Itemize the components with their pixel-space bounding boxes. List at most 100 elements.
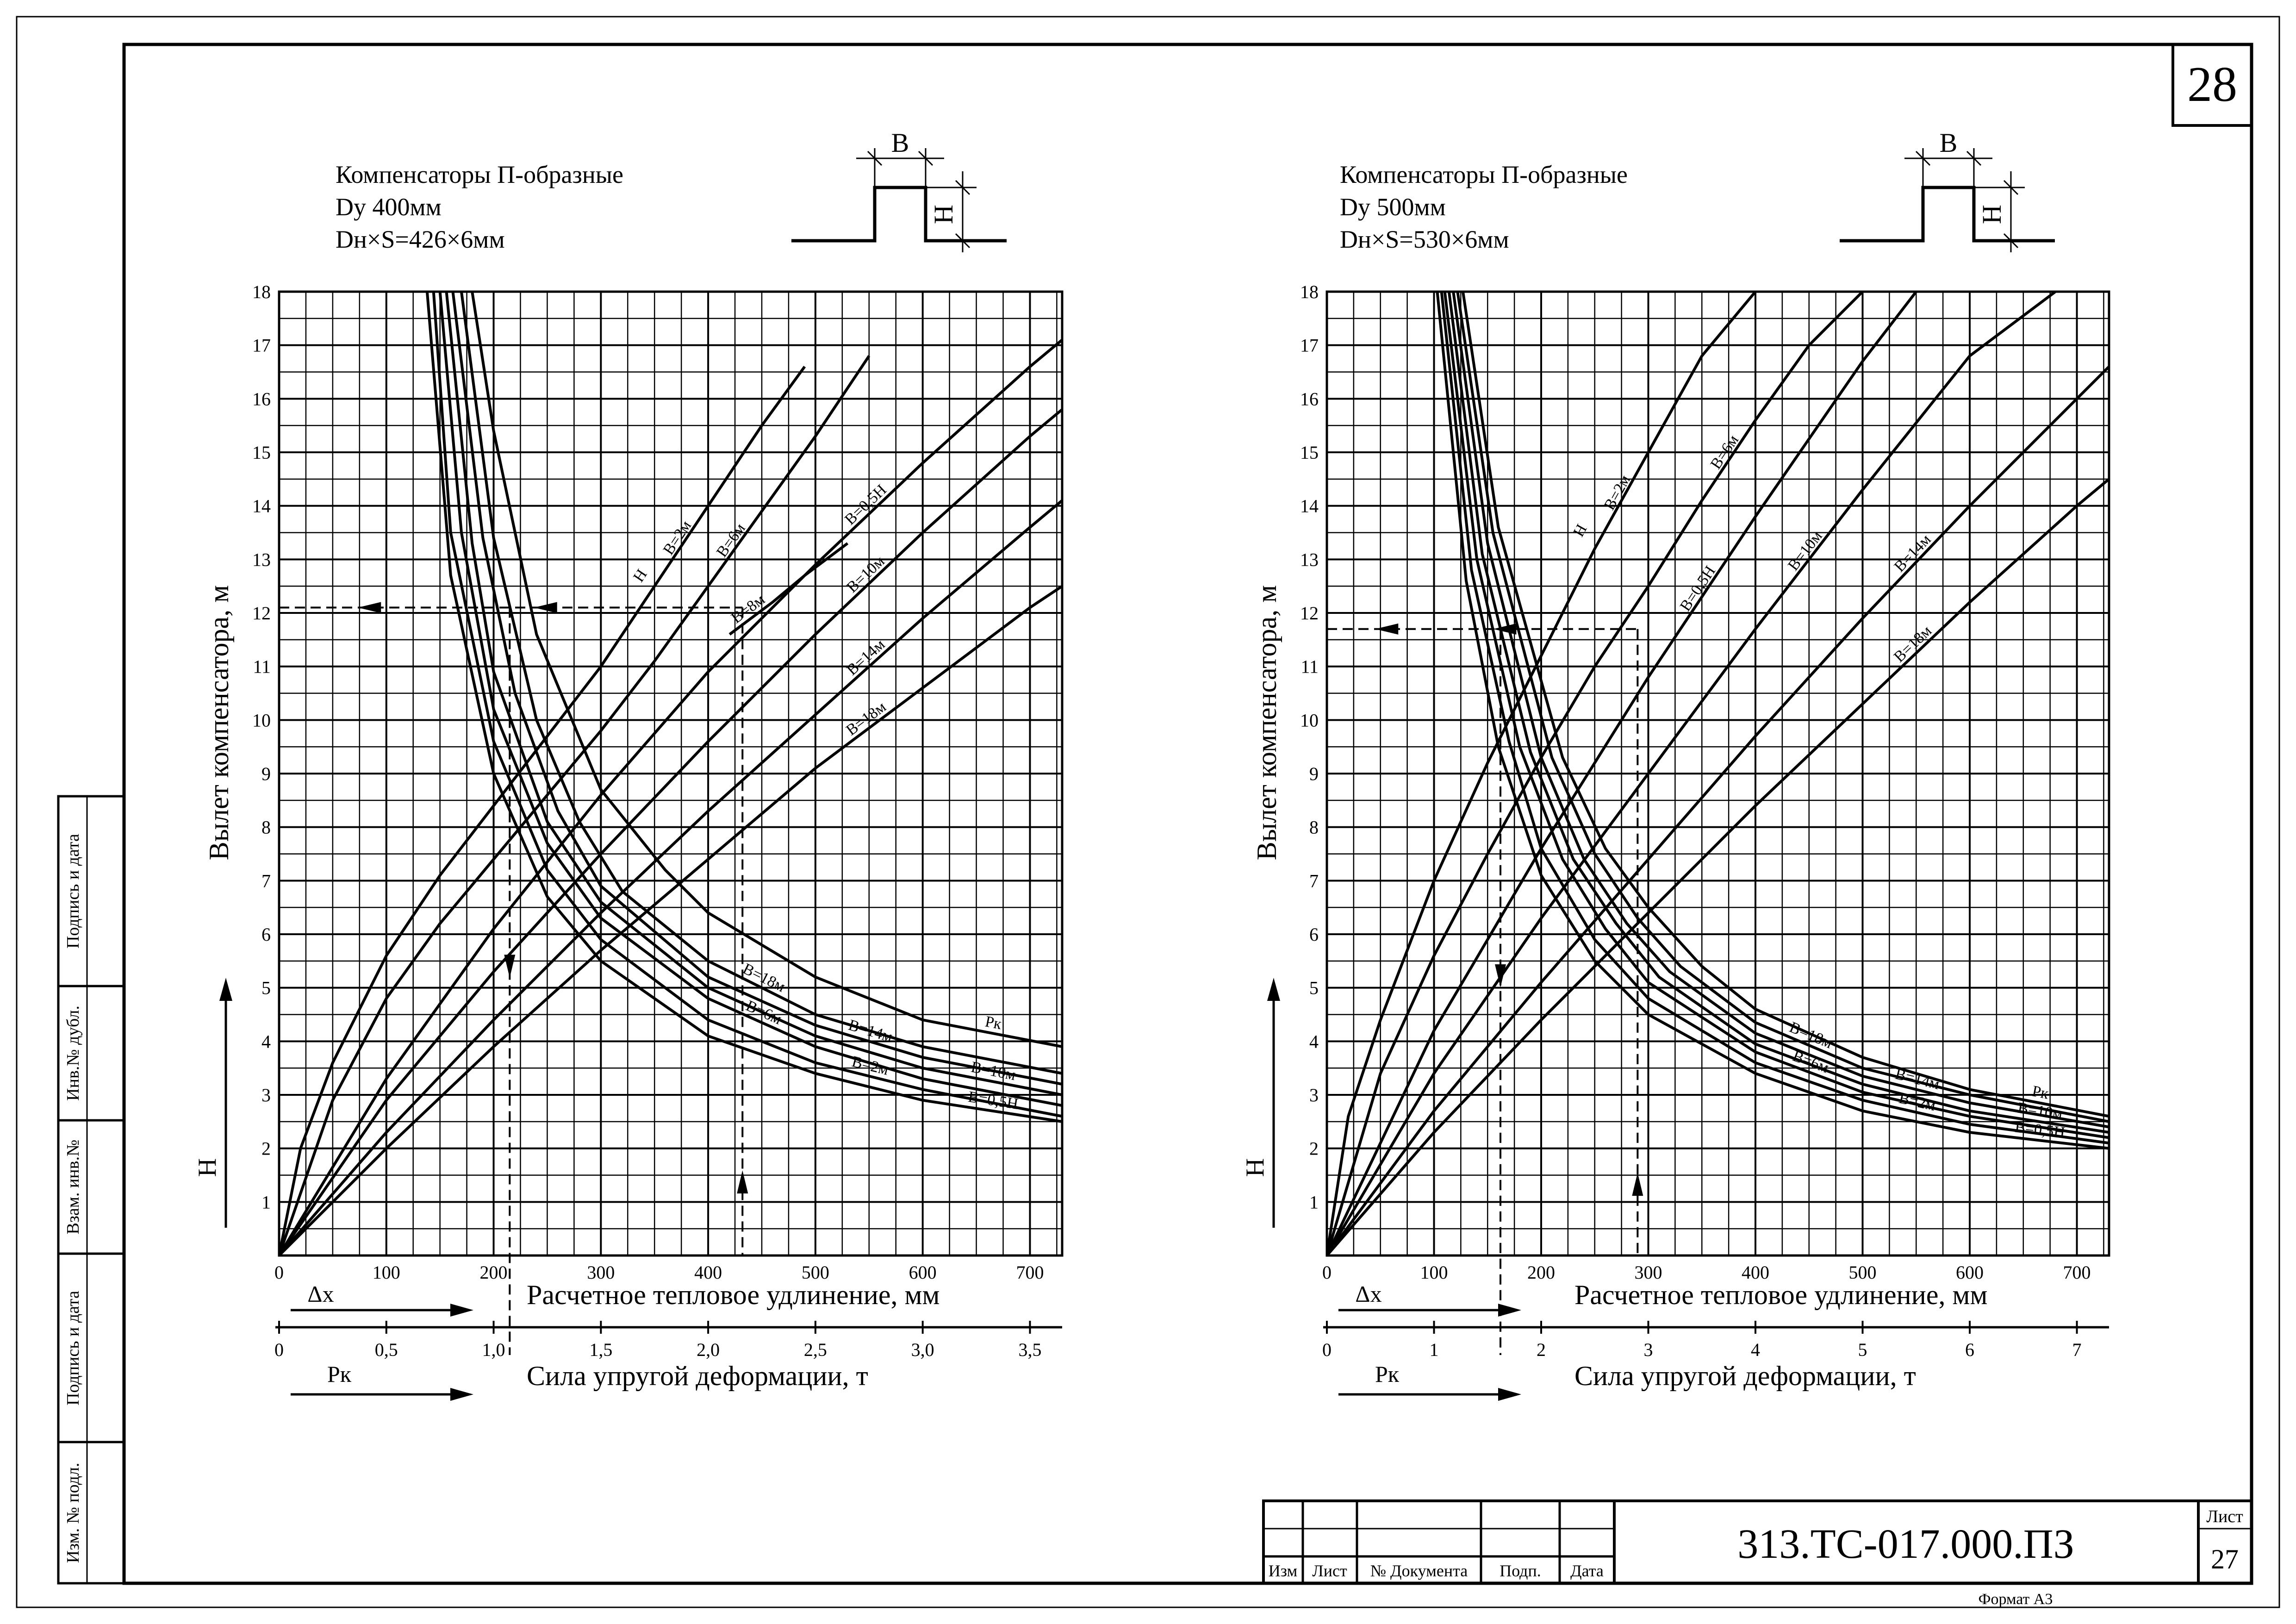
- force-tick-label: 3,5: [1018, 1339, 1041, 1360]
- pk-label: Рк: [1375, 1361, 1400, 1387]
- col-list: Лист: [1312, 1562, 1347, 1580]
- elongation-curve-b-0-5: [1327, 292, 1917, 1255]
- h-axis-label: Н: [193, 1158, 222, 1177]
- force-tick-label: 4: [1751, 1339, 1760, 1360]
- delta-x-arrowhead: [450, 1304, 473, 1317]
- chart-title-line: Компенсаторы П-образные: [1340, 161, 1628, 188]
- dim-tick-h-top: [2003, 180, 2019, 195]
- compensator-schematic: ВН: [1840, 128, 2055, 252]
- force-curve-b-18: [460, 292, 1062, 1075]
- example-lines: [279, 602, 748, 1355]
- y-tick-label: 17: [1300, 335, 1319, 356]
- force-curve-pk: [471, 292, 1062, 1048]
- force-curve-b-2: [1440, 292, 2109, 1145]
- y-tick-label: 12: [252, 603, 271, 624]
- stamp-sign-date-1: Подпись и дата: [63, 834, 83, 949]
- force-curve-pk: [1462, 292, 2109, 1118]
- pk-arrowhead: [450, 1388, 473, 1401]
- col-date: Дата: [1570, 1562, 1604, 1580]
- y-tick-label: 10: [1300, 710, 1319, 731]
- list-number: 27: [2211, 1544, 2239, 1574]
- elongation-curve-b-18: [279, 585, 1062, 1255]
- y-tick-label: 7: [1309, 870, 1319, 891]
- y-tick-label: 1: [261, 1192, 271, 1212]
- y-tick-label: 3: [261, 1085, 271, 1106]
- force-curve-b-18: [1456, 292, 2109, 1123]
- elongation-curve-b-6: [1327, 292, 1864, 1255]
- doc-code: 313.ТС-017.000.ПЗ: [1737, 1521, 2074, 1567]
- force-axis-title: Сила упругой деформации, т: [527, 1361, 868, 1391]
- example-arrowhead: [504, 955, 516, 978]
- y-tick-label: 8: [261, 817, 271, 838]
- x-tick-label: 200: [480, 1262, 508, 1283]
- left-stamp: Изм. № подл. Подпись и дата Взам. инв.№ …: [57, 795, 125, 1585]
- y-tick-label: 14: [1300, 496, 1319, 517]
- x-axis-title: Расчетное тепловое удлинение, мм: [527, 1280, 940, 1310]
- force-tick-label: 0: [1322, 1339, 1332, 1360]
- dim-tick-b-left: [1915, 150, 1931, 166]
- plot-frame: [1325, 290, 2110, 1257]
- force-curve-b-2: [432, 292, 1062, 1118]
- stamp-izm-podl: Изм. № подл.: [63, 1463, 83, 1563]
- chart-title-line: Dн×S=426×6мм: [336, 225, 505, 253]
- y-axis-title: Вылет компенсатора, м: [204, 585, 234, 860]
- force-curve-b-0-5: [1436, 292, 2109, 1150]
- pk-label: Рк: [327, 1361, 352, 1387]
- chart-title-line: Dн×S=530×6мм: [1340, 225, 1509, 253]
- dim-label-h: Н: [928, 205, 958, 224]
- force-curve-b-0-5: [425, 292, 1062, 1123]
- h-arrowhead: [219, 978, 232, 1001]
- h-axis-label: Н: [1241, 1158, 1269, 1177]
- force-curve-b-6: [1443, 292, 2109, 1139]
- y-tick-label: 18: [1300, 281, 1319, 302]
- elongation-curve-b-2: [279, 366, 806, 1255]
- x-tick-label: 300: [1635, 1262, 1662, 1283]
- force-tick-label: 3,0: [911, 1339, 934, 1360]
- plot-frame: [278, 290, 1064, 1257]
- stamp-sign-date-2: Подпись и дата: [63, 1291, 83, 1405]
- y-tick-label: 17: [252, 335, 271, 356]
- y-tick-label: 2: [1309, 1138, 1319, 1159]
- y-tick-label: 6: [1309, 924, 1319, 945]
- force-tick-label: 2,5: [804, 1339, 827, 1360]
- y-tick-label: 1: [1309, 1192, 1319, 1212]
- y-tick-label: 16: [252, 388, 271, 409]
- chart-title-line: Компенсаторы П-образные: [336, 161, 623, 188]
- schematic-outline: [1840, 186, 2055, 243]
- y-tick-label: 9: [1309, 763, 1319, 784]
- pk-arrowhead: [1498, 1388, 1521, 1401]
- y-tick-label: 7: [261, 870, 271, 891]
- y-tick-label: 12: [1300, 603, 1319, 624]
- chart-title-line: Dу 400мм: [336, 193, 442, 221]
- force-axis-title: Сила упругой деформации, т: [1574, 1361, 1916, 1391]
- x-tick-label: 500: [802, 1262, 829, 1283]
- col-doc: № Документа: [1370, 1562, 1468, 1580]
- example-lines: [1327, 623, 1643, 1355]
- y-tick-label: 11: [1300, 656, 1319, 677]
- x-tick-label: 0: [1322, 1262, 1332, 1283]
- dim-tick-h-bottom: [955, 233, 971, 249]
- example-arrowhead: [358, 602, 381, 613]
- dim-tick-b-right: [918, 150, 933, 166]
- x-tick-label: 700: [2063, 1262, 2091, 1283]
- col-izm: Изм: [1269, 1562, 1298, 1580]
- force-tick-label: 0: [274, 1339, 284, 1360]
- y-tick-label: 2: [261, 1138, 271, 1159]
- example-arrowhead: [1375, 623, 1399, 635]
- elongation-curves: [279, 338, 1062, 1255]
- x-axis-title: Расчетное тепловое удлинение, мм: [1574, 1280, 1987, 1310]
- elongation-curve-b-6: [279, 355, 871, 1255]
- compensator-schematic: ВН: [791, 128, 1007, 252]
- example-arrowhead: [1493, 623, 1517, 635]
- y-tick-label: 9: [261, 763, 271, 784]
- y-tick-label: 3: [1309, 1085, 1319, 1106]
- force-tick-label: 2,0: [697, 1339, 720, 1360]
- force-label-pk: Рк: [983, 1013, 1003, 1033]
- elongation-curve-b-14: [279, 499, 1062, 1255]
- delta-x-arrowhead: [1498, 1304, 1521, 1317]
- y-axis-title: Вылет компенсатора, м: [1251, 585, 1282, 860]
- force-tick-label: 0,5: [375, 1339, 398, 1360]
- x-tick-label: 100: [373, 1262, 400, 1283]
